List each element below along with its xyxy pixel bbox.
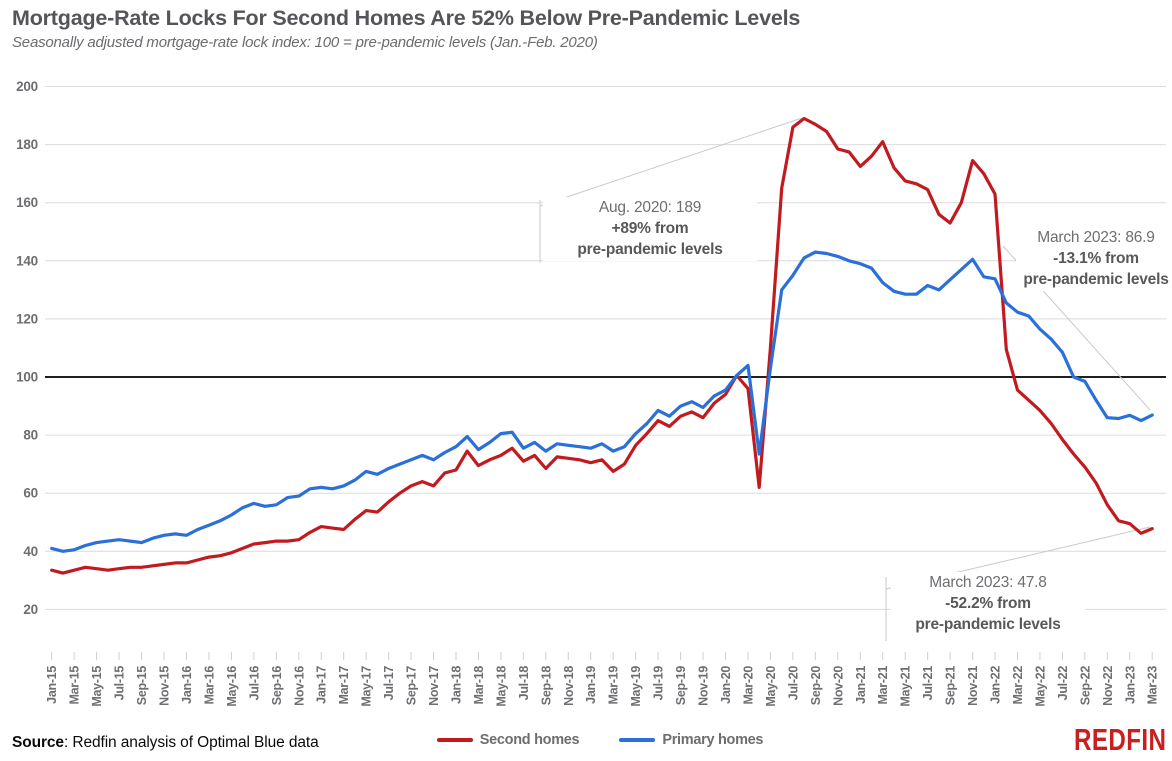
x-axis-tick-label: Jul-16 (247, 666, 261, 701)
x-axis-tick-label: Sep-16 (270, 666, 284, 706)
x-axis-tick-label: May-21 (899, 666, 913, 707)
x-axis-tick-label: Jan-20 (719, 666, 733, 704)
legend: Second homes Primary homes (420, 732, 780, 748)
annotation-value: March 2023: 86.9 (1037, 229, 1155, 246)
x-axis-tick-label: Jan-23 (1123, 666, 1137, 704)
x-axis-tick-label: May-19 (629, 666, 643, 707)
x-axis-tick-label: Mar-16 (202, 666, 216, 705)
y-axis-tick-label: 140 (16, 253, 38, 268)
x-axis-tick-label: Jul-22 (1056, 666, 1070, 701)
source-text: : Redfin analysis of Optimal Blue data (63, 734, 319, 751)
y-axis-tick-label: 180 (16, 137, 38, 152)
x-axis-tick-label: May-20 (764, 666, 778, 707)
x-axis-tick-label: Nov-17 (427, 666, 441, 706)
source-label: Source (12, 734, 64, 751)
x-axis-tick-label: Mar-18 (472, 666, 486, 705)
x-axis-tick-label: Jul-18 (517, 666, 531, 701)
annotation-aug-2020-peak: Aug. 2020: 189 +89% from pre-pandemic le… (543, 197, 757, 262)
x-axis-tick-label: Jan-18 (449, 666, 463, 704)
x-axis-tick-label: Jan-17 (315, 666, 329, 704)
annotation-caption: pre-pandemic levels (577, 240, 723, 258)
y-axis-tick-label: 20 (23, 602, 38, 617)
x-axis-tick-label: Jul-17 (382, 666, 396, 701)
second-homes-swatch (436, 738, 473, 742)
x-axis-tick-label: Jan-21 (854, 666, 868, 704)
y-axis-tick-label: 200 (16, 79, 38, 94)
annotation-percent: -13.1% from (1053, 249, 1139, 267)
x-axis-tick-label: Jul-19 (652, 666, 666, 701)
x-axis-tick-label: Jan-19 (584, 666, 598, 704)
x-axis-tick-label: Sep-20 (809, 666, 823, 706)
x-axis-tick-label: Mar-17 (337, 666, 351, 705)
page-title: Mortgage-Rate Locks For Second Homes Are… (12, 6, 801, 30)
annotation-caption: pre-pandemic levels (915, 615, 1061, 633)
x-axis-tick-label: Jan-16 (180, 666, 194, 704)
x-axis-tick-label: Sep-15 (135, 666, 149, 706)
x-axis-tick-label: Mar-23 (1146, 666, 1160, 705)
x-axis-tick-label: May-18 (494, 666, 508, 707)
primary-homes-swatch (619, 738, 656, 742)
x-axis-tick-label: Nov-15 (158, 666, 172, 706)
x-axis-tick-label: Jan-22 (989, 666, 1003, 704)
legend-label-second-homes: Second homes (479, 732, 580, 748)
x-axis-tick-label: Mar-15 (68, 666, 82, 705)
x-axis-tick-label: Nov-19 (697, 666, 711, 706)
y-axis-tick-label: 40 (23, 544, 38, 559)
legend-item-second-homes: Second homes (436, 732, 580, 748)
y-axis-tick-label: 100 (16, 370, 38, 385)
x-axis-tick-label: Sep-18 (539, 666, 553, 706)
x-axis-tick-label: Sep-19 (674, 666, 688, 706)
redfin-logo: REDFIN (1073, 722, 1166, 757)
x-axis-tick-label: Nov-21 (966, 666, 980, 706)
annotation-march-2023-primary: March 2023: 86.9 -13.1% from pre-pandemi… (1016, 227, 1172, 292)
x-axis-tick-label: Nov-20 (831, 666, 845, 706)
x-axis-tick-label: Jul-15 (113, 666, 127, 701)
x-axis-tick-label: Nov-18 (562, 666, 576, 706)
x-axis-tick-label: Jul-20 (786, 666, 800, 701)
x-axis-tick-label: May-17 (360, 666, 374, 707)
legend-item-primary-homes: Primary homes (619, 732, 764, 748)
x-axis-tick-label: Mar-20 (741, 666, 755, 705)
x-axis-tick-label: Mar-22 (1011, 666, 1025, 705)
annotation-march-2023-second: March 2023: 47.8 -52.2% from pre-pandemi… (891, 572, 1085, 637)
primary-homes-line (50, 250, 1154, 553)
x-axis-tick-label: Nov-22 (1101, 666, 1115, 706)
x-axis-tick-label: May-22 (1033, 666, 1047, 707)
x-axis-tick-label: Sep-22 (1078, 666, 1092, 706)
y-axis-tick-label: 60 (23, 486, 38, 501)
leader-aug-2020 (539, 117, 803, 263)
x-axis-tick-label: Sep-17 (405, 666, 419, 706)
source-attribution: Source: Redfin analysis of Optimal Blue … (12, 734, 319, 752)
y-axis-tick-label: 120 (16, 311, 38, 326)
annotation-percent: -52.2% from (945, 594, 1031, 612)
x-axis-tick-label: Nov-16 (292, 666, 306, 706)
x-axis-tick-label: May-15 (90, 666, 104, 707)
page-subtitle: Seasonally adjusted mortgage-rate lock i… (12, 34, 598, 51)
x-axis-tick-label: Mar-19 (607, 666, 621, 705)
x-axis-tick-label: Mar-21 (876, 666, 890, 705)
y-axis-tick-label: 80 (23, 428, 38, 443)
annotation-percent: +89% from (611, 219, 689, 237)
legend-label-primary-homes: Primary homes (662, 732, 764, 748)
x-axis-tick-label: Jan-15 (45, 666, 59, 704)
x-axis-tick-label: Jul-21 (921, 666, 935, 701)
annotation-caption: pre-pandemic levels (1023, 270, 1169, 288)
second-homes-line (50, 116, 1154, 575)
x-axis-tick-label: Sep-21 (944, 666, 958, 706)
annotation-value: Aug. 2020: 189 (598, 199, 702, 216)
y-axis-tick-label: 160 (16, 195, 38, 210)
x-axis-tick-label: May-16 (225, 666, 239, 707)
annotation-value: March 2023: 47.8 (929, 574, 1047, 591)
